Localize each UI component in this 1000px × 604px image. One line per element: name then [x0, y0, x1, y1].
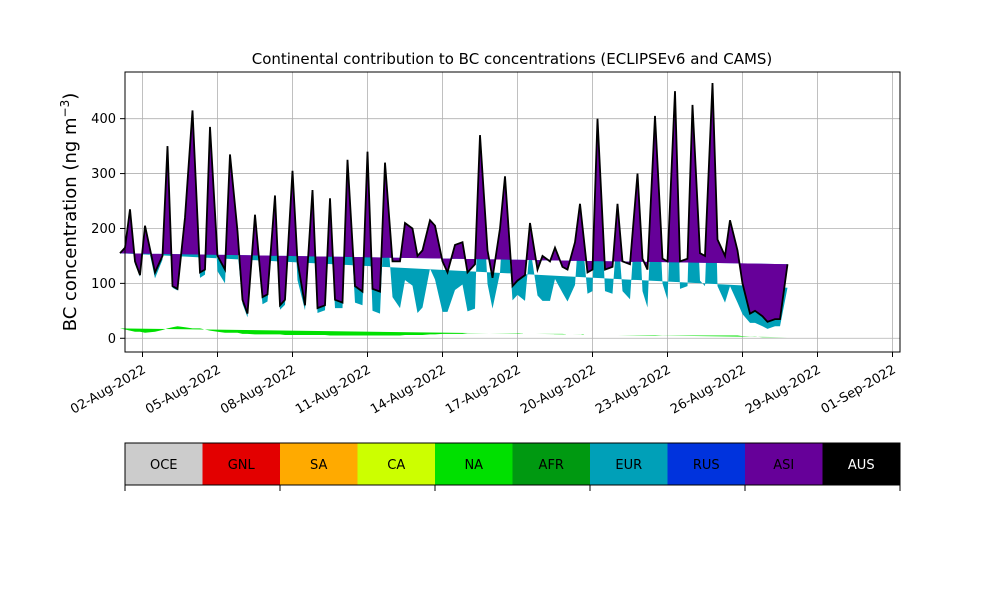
legend-label-oce: OCE	[150, 458, 178, 473]
y-axis-label-main: BC concentration (ng m	[60, 117, 81, 331]
axes-frame	[124, 71, 901, 353]
y-tick-label: 0	[108, 332, 116, 347]
grid-lines	[125, 72, 900, 352]
x-tick-label: 05-Aug-2022	[143, 362, 223, 417]
legend-label-aus: AUS	[848, 458, 875, 473]
x-tick-label: 20-Aug-2022	[518, 362, 598, 417]
y-tick-label: 300	[91, 167, 116, 182]
chart-title: Continental contribution to BC concentra…	[252, 50, 773, 68]
legend-label-asi: ASI	[773, 458, 794, 473]
y-axis-label-sup: −3	[58, 100, 72, 118]
legend-label-eur: EUR	[615, 458, 642, 473]
legend-label-sa: SA	[310, 458, 327, 473]
x-tick-label: 01-Sep-2022	[819, 362, 899, 417]
y-axis-label-end: )	[60, 93, 81, 100]
legend-swatch-aus	[822, 443, 900, 485]
y-tick-label: 200	[91, 222, 116, 237]
x-tick-label: 14-Aug-2022	[368, 362, 448, 417]
y-tick-label: 100	[91, 277, 116, 292]
legend-label-na: NA	[464, 458, 483, 473]
legend-swatch-asi	[745, 443, 823, 485]
x-tick-label: 26-Aug-2022	[668, 362, 748, 417]
legend-swatch-afr	[512, 443, 590, 485]
legend-label-gnl: GNL	[228, 458, 256, 473]
legend-swatch-sa	[280, 443, 358, 485]
legend-swatch-na	[435, 443, 513, 485]
total-line-group	[119, 82, 789, 323]
x-tick-label: 11-Aug-2022	[293, 362, 373, 417]
legend-swatch-eur	[590, 443, 668, 485]
x-tick-label: 23-Aug-2022	[593, 362, 673, 417]
legend-swatch-rus	[667, 443, 745, 485]
color-legend: OCE GNL SA CA NA AFR EUR RUS ASI AUS	[124, 442, 901, 491]
x-tick-label: 17-Aug-2022	[443, 362, 523, 417]
y-tick-label: 400	[91, 112, 116, 127]
legend-swatch-gnl	[202, 443, 280, 485]
area-na	[120, 326, 788, 338]
x-tick-label: 29-Aug-2022	[743, 362, 823, 417]
legend-label-afr: AFR	[539, 458, 564, 473]
legend-swatch-oce	[125, 443, 203, 485]
x-tick-label: 08-Aug-2022	[218, 362, 298, 417]
y-axis-label: BC concentration (ng m−3)	[58, 93, 81, 332]
total-line	[119, 82, 789, 323]
x-axis: 02-Aug-202205-Aug-202208-Aug-202211-Aug-…	[68, 352, 899, 418]
area-eur	[120, 88, 788, 329]
stacked-areas	[120, 83, 788, 338]
x-tick-label: 02-Aug-2022	[68, 362, 148, 417]
y-axis: 0 100 200 300 400	[91, 112, 125, 347]
legend-label-ca: CA	[387, 458, 405, 473]
legend-label-rus: RUS	[693, 458, 720, 473]
legend-frame	[124, 442, 901, 486]
legend-swatch-ca	[357, 443, 435, 485]
